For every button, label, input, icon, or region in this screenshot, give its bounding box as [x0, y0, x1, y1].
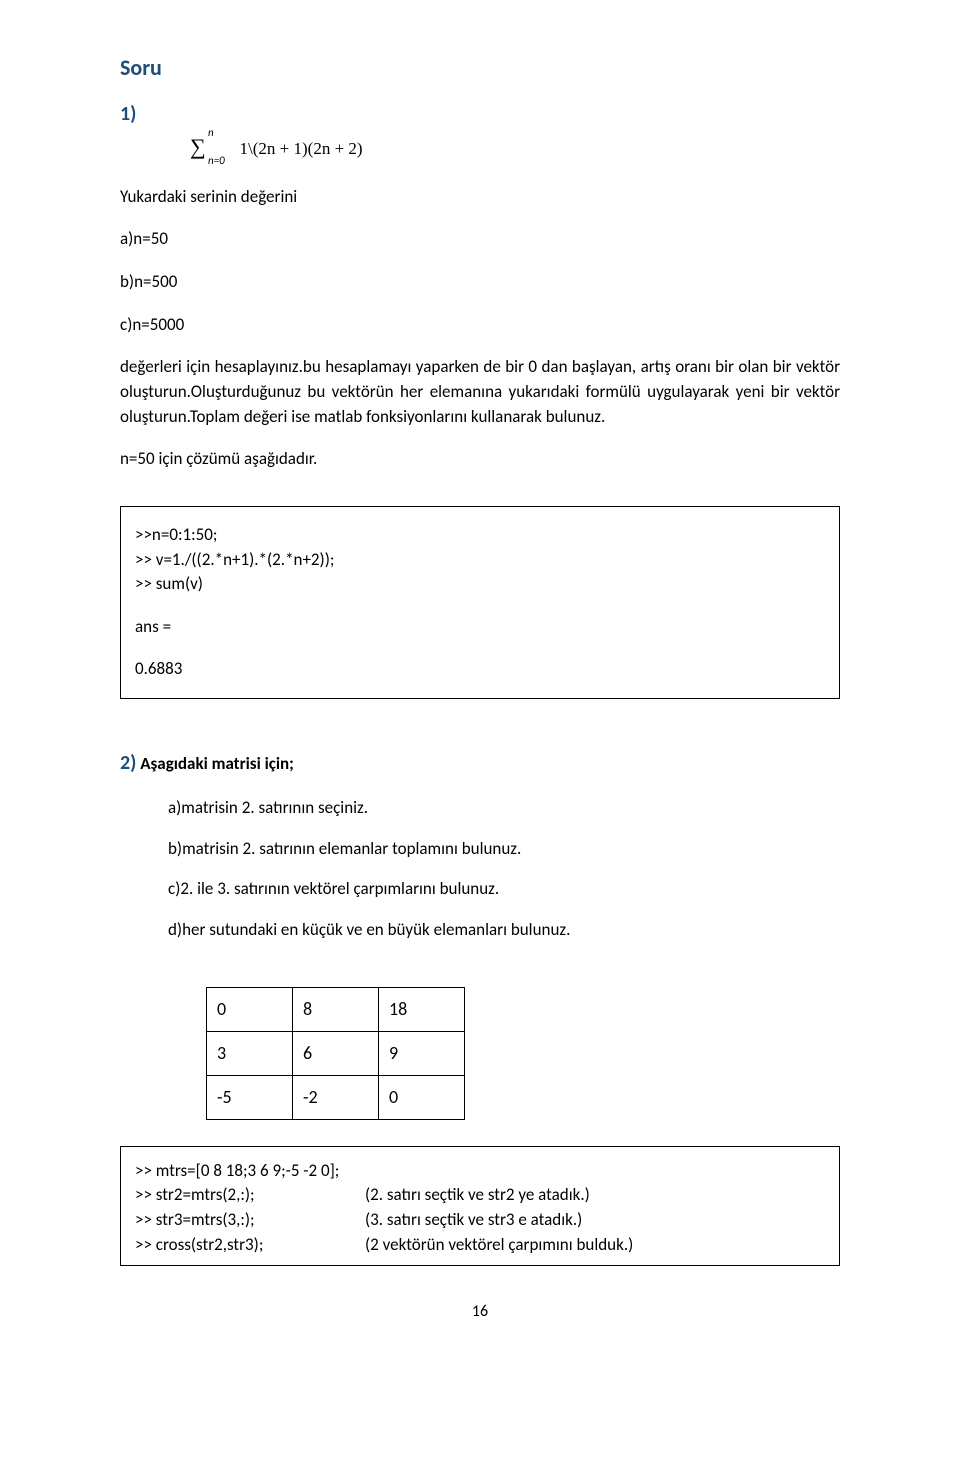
code-line: >> cross(str2,str3); — [135, 1233, 365, 1258]
code-line: >>n=0:1:50; — [135, 523, 825, 548]
math-expression: ∑ n n=0 1\(2n + 1)(2n + 2) — [120, 131, 840, 163]
q2-option-b: b)matrisin 2. satırının elemanlar toplam… — [168, 837, 840, 862]
table-cell: -2 — [293, 1075, 379, 1119]
q1-number: 1) — [120, 100, 136, 129]
table-cell: 0 — [379, 1075, 465, 1119]
q1-paragraph-2: n=50 için çözümü aşağıdadır. — [120, 447, 840, 472]
math-body: 1\(2n + 1)(2n + 2) — [240, 139, 363, 158]
code-box-2: >> mtrs=[0 8 18;3 6 9;-5 -2 0]; >> str2=… — [120, 1146, 840, 1267]
q2-heading: 2) Aşagıdaki matrisi için; — [120, 749, 840, 778]
code-comment: (2 vektörün vektörel çarpımını bulduk.) — [365, 1233, 825, 1258]
q2-number: 2) — [120, 749, 136, 778]
table-cell: 6 — [293, 1031, 379, 1075]
table-row: -5 -2 0 — [207, 1075, 465, 1119]
q2-option-d: d)her sutundaki en küçük ve en büyük ele… — [168, 918, 840, 943]
table-cell: 18 — [379, 987, 465, 1031]
table-cell: 8 — [293, 987, 379, 1031]
table-cell: 3 — [207, 1031, 293, 1075]
table-row: 3 6 9 — [207, 1031, 465, 1075]
q2-option-c: c)2. ile 3. satırının vektörel çarpımlar… — [168, 877, 840, 902]
code-line: >> str2=mtrs(2,:); — [135, 1183, 365, 1208]
table-cell: -5 — [207, 1075, 293, 1119]
matrix-table: 0 8 18 3 6 9 -5 -2 0 — [206, 987, 465, 1120]
code-line: >> mtrs=[0 8 18;3 6 9;-5 -2 0]; — [135, 1159, 825, 1184]
q1-option-a: a)n=50 — [120, 227, 840, 252]
table-cell: 0 — [207, 987, 293, 1031]
code-line: >> v=1./((2.*n+1).*(2.*n+2)); — [135, 548, 825, 573]
table-cell: 9 — [379, 1031, 465, 1075]
q2-title-rest: Aşagıdaki matrisi için; — [136, 753, 294, 774]
q1-option-b: b)n=500 — [120, 270, 840, 295]
sigma-symbol: ∑ — [190, 134, 206, 159]
heading-soru: Soru — [120, 52, 840, 84]
sigma-upper: n — [208, 125, 214, 141]
sigma-lower: n=0 — [208, 153, 225, 169]
code-box-1: >>n=0:1:50; >> v=1./((2.*n+1).*(2.*n+2))… — [120, 506, 840, 699]
q1-intro: Yukardaki serinin değerini — [120, 185, 840, 210]
code-line: 0.6883 — [135, 657, 825, 682]
q2-options: a)matrisin 2. satırının seçiniz. b)matri… — [120, 796, 840, 943]
code-line: >> str3=mtrs(3,:); — [135, 1208, 365, 1233]
q2-option-a: a)matrisin 2. satırının seçiniz. — [168, 796, 840, 821]
page-number: 16 — [120, 1300, 840, 1323]
code-comment: (2. satırı seçtik ve str2 ye atadık.) — [365, 1183, 825, 1208]
q1-option-c: c)n=5000 — [120, 313, 840, 338]
code-comment: (3. satırı seçtik ve str3 e atadık.) — [365, 1208, 825, 1233]
code-line: >> sum(v) — [135, 572, 825, 597]
table-row: 0 8 18 — [207, 987, 465, 1031]
q1-paragraph: değerleri için hesaplayınız.bu hesaplama… — [120, 355, 840, 429]
code-line: ans = — [135, 615, 825, 640]
